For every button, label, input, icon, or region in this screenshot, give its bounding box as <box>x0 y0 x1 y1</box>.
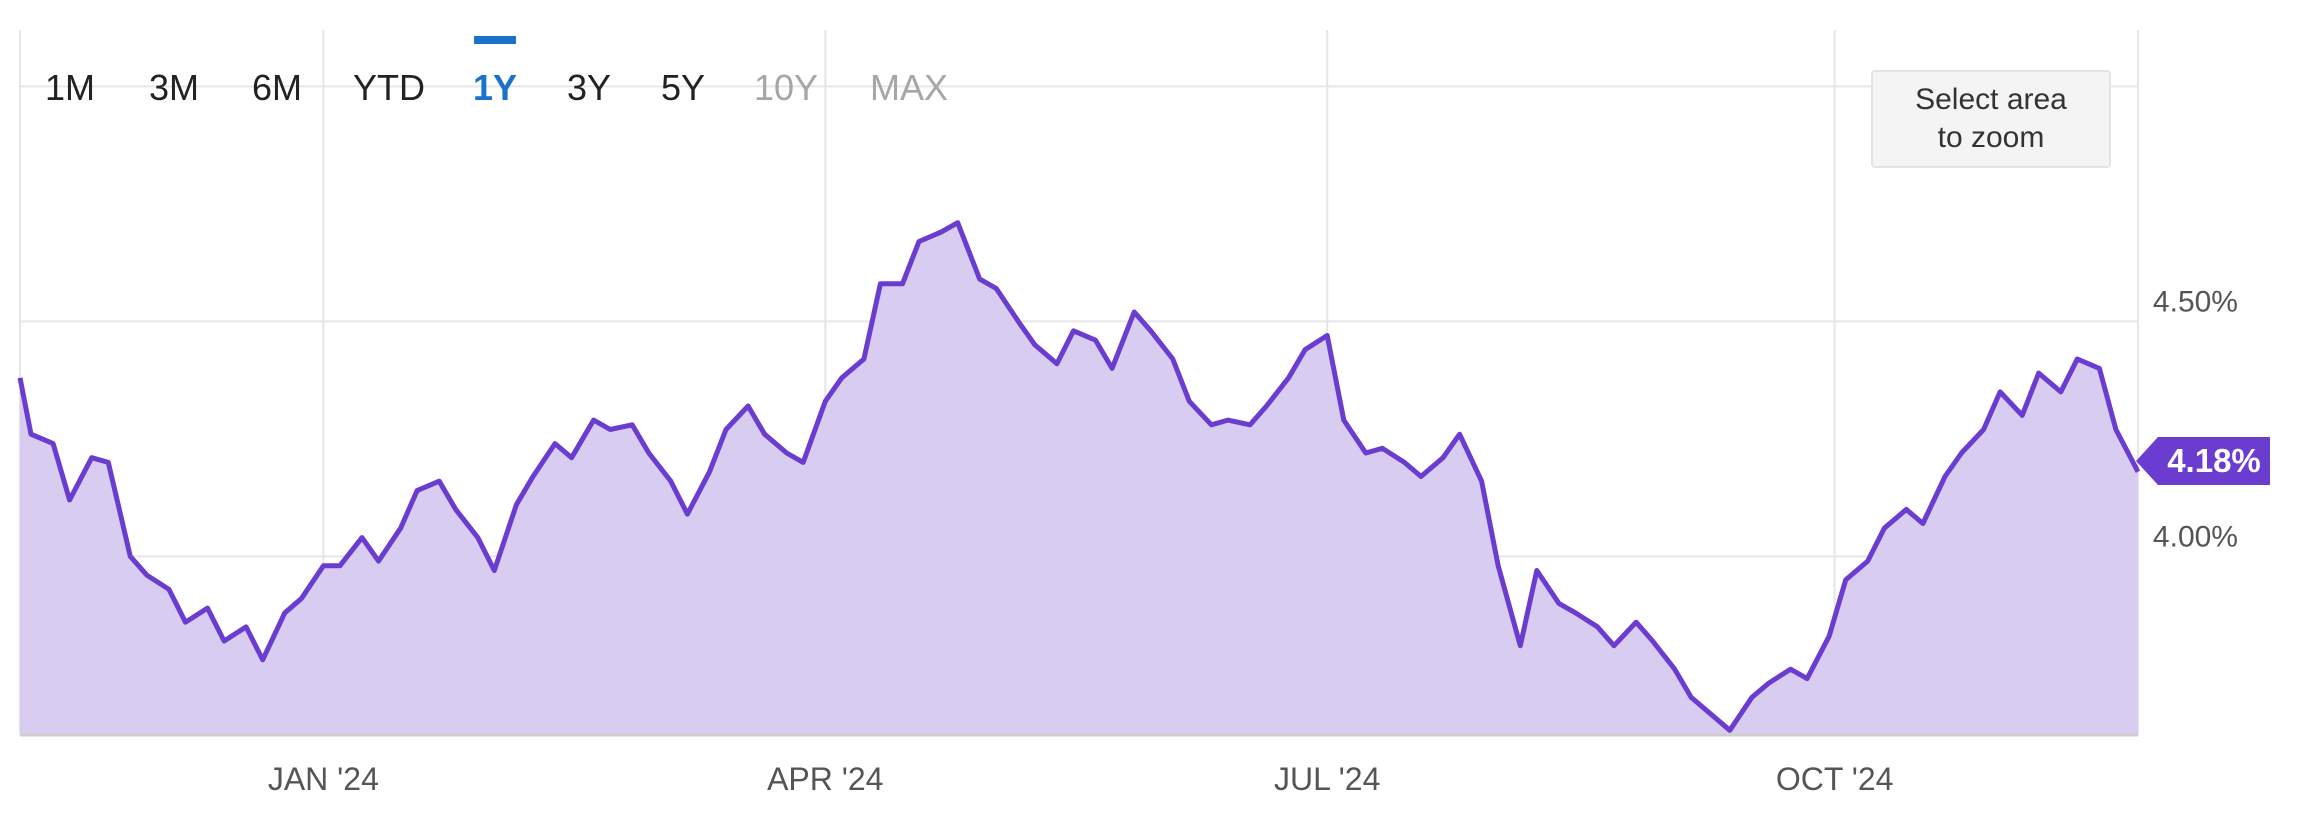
range-button-max: MAX <box>870 67 948 108</box>
y-axis-labels: 4.00% 4.50% <box>2153 285 2238 553</box>
y-tick-label: 4.50% <box>2153 285 2238 318</box>
y-tick-label: 4.00% <box>2153 520 2238 553</box>
series-line[interactable] <box>17 220 2141 733</box>
range-button-6m[interactable]: 6M <box>252 67 302 108</box>
active-range-indicator <box>474 36 516 44</box>
x-axis-labels: JAN '24 APR '24 JUL '24 OCT '24 <box>268 761 1894 797</box>
current-value-badge: 4.18% <box>2136 437 2270 485</box>
current-value-label: 4.18% <box>2167 442 2261 479</box>
range-button-ytd[interactable]: YTD <box>353 67 425 108</box>
select-area-zoom-button[interactable]: Select area to zoom <box>1871 70 2111 168</box>
x-tick-label: JUL '24 <box>1274 761 1380 797</box>
zoom-button-line2: to zoom <box>1937 121 2045 154</box>
x-tick-label: JAN '24 <box>268 761 379 797</box>
range-button-1m[interactable]: 1M <box>45 67 95 108</box>
x-tick-label: APR '24 <box>767 761 883 797</box>
range-button-5y[interactable]: 5Y <box>661 67 705 108</box>
range-button-10y: 10Y <box>754 67 818 108</box>
x-tick-label: OCT '24 <box>1776 761 1894 797</box>
series-area-fill <box>20 222 2138 735</box>
range-button-1y[interactable]: 1Y <box>473 67 517 108</box>
range-selector: 1M 3M 6M YTD 1Y 3Y 5Y 10Y MAX <box>45 67 948 108</box>
range-button-3y[interactable]: 3Y <box>567 67 611 108</box>
zoom-button-line1: Select area <box>1915 83 2067 116</box>
range-button-3m[interactable]: 3M <box>149 67 199 108</box>
